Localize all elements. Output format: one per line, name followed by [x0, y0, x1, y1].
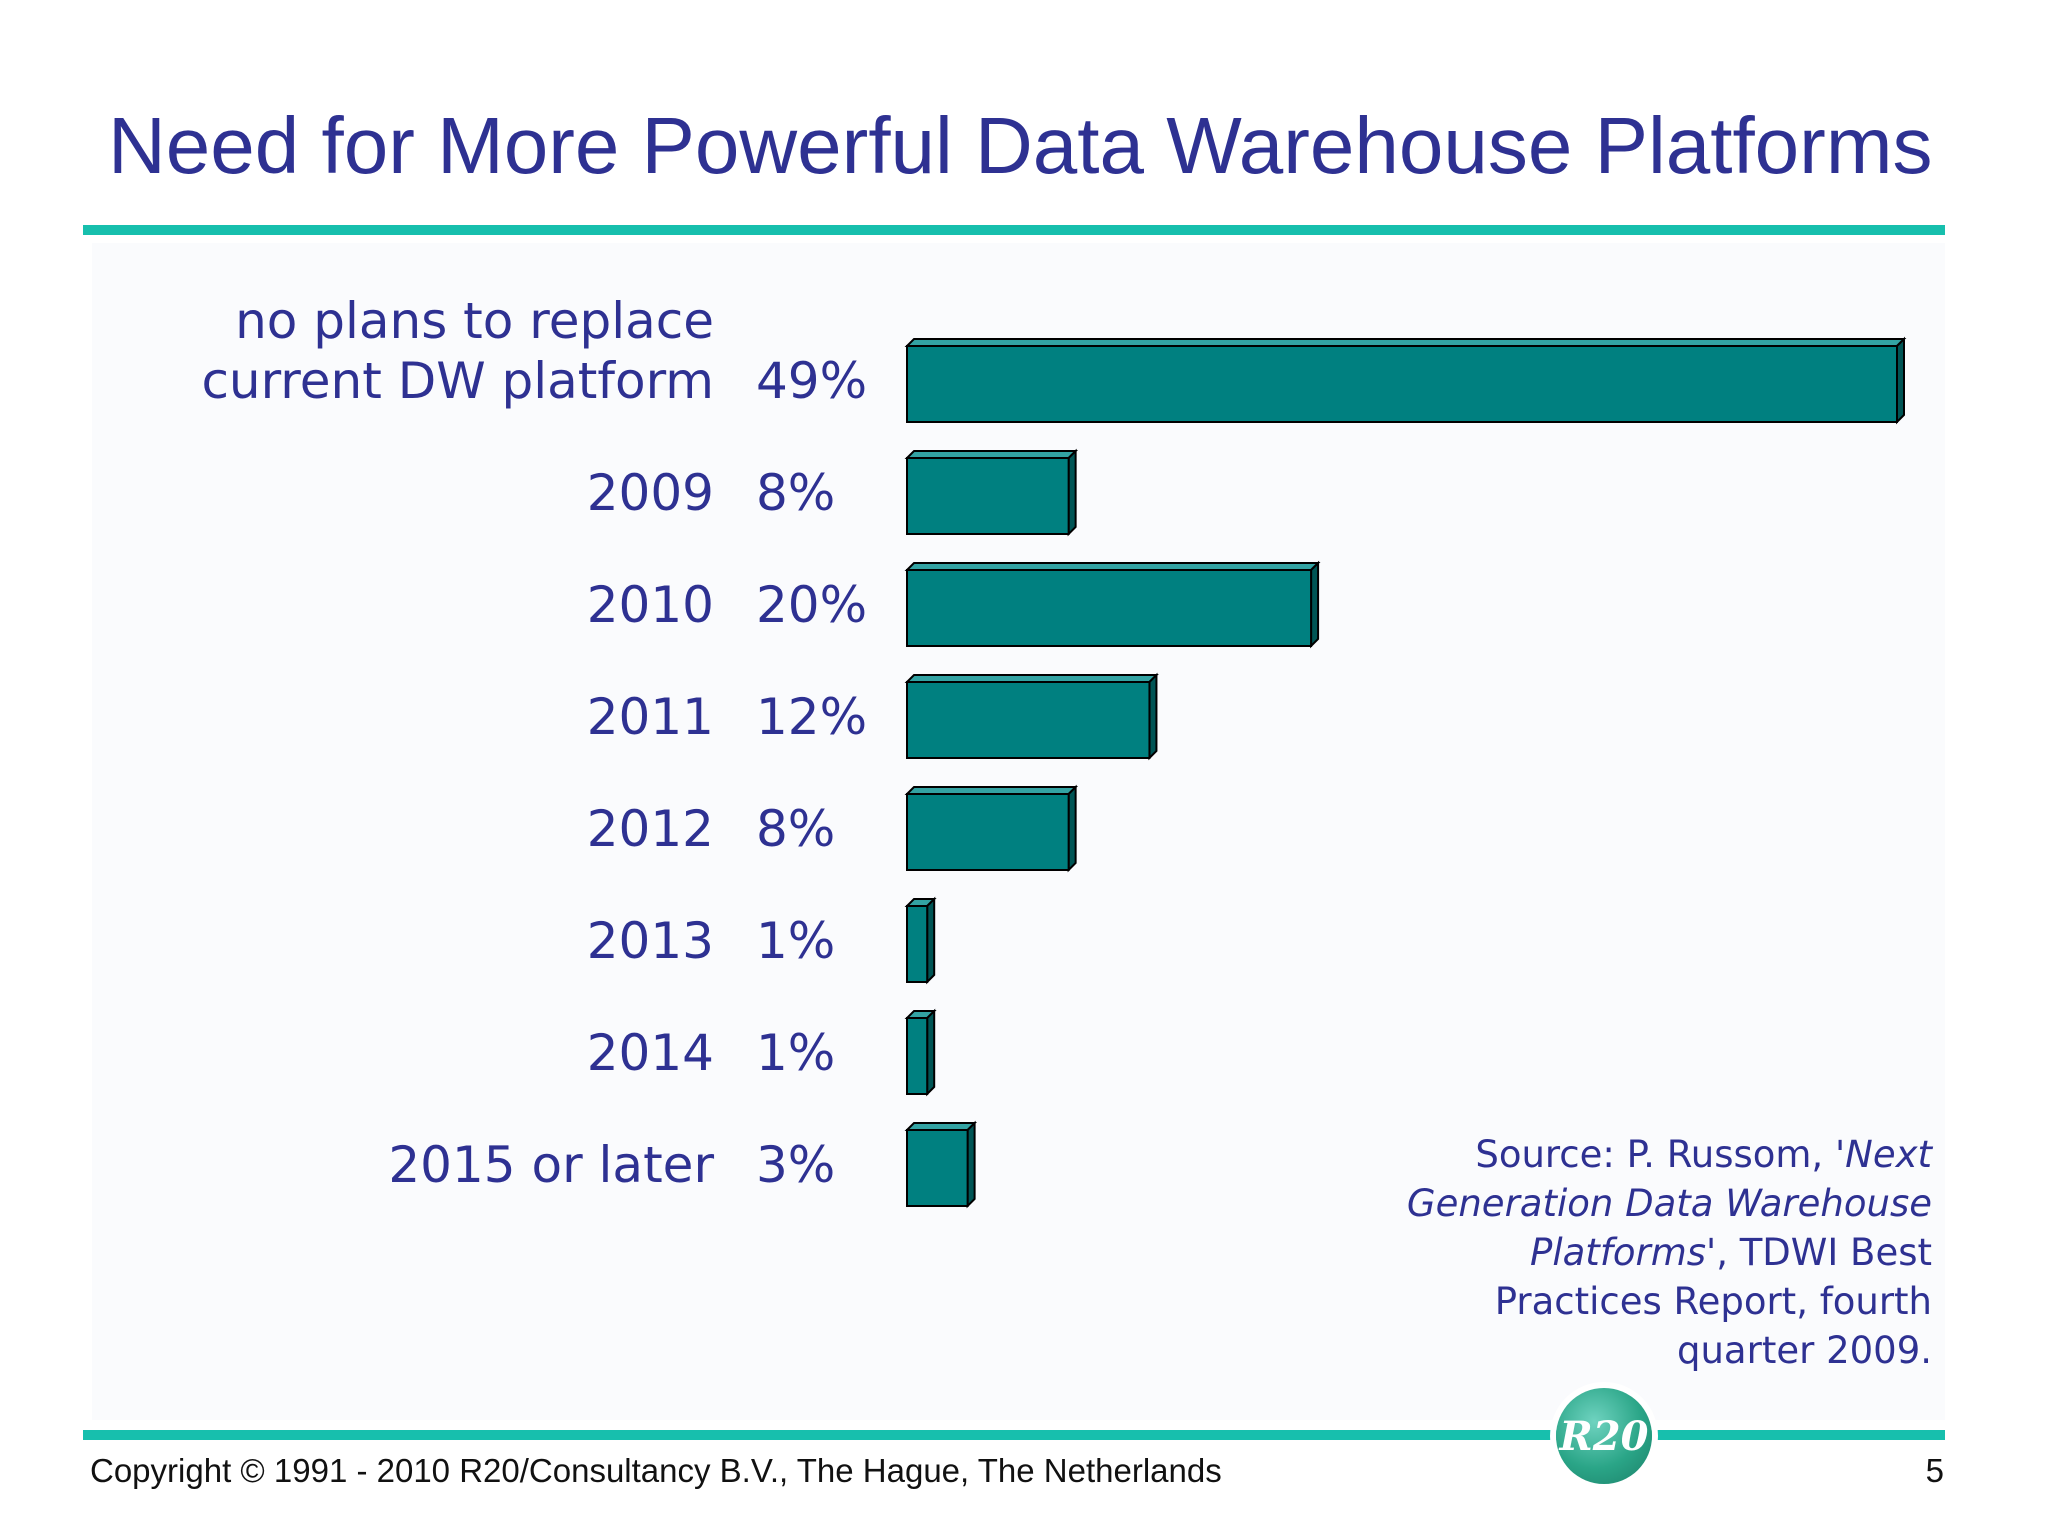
- r20-logo: R20: [1556, 1388, 1652, 1484]
- slide-title: Need for More Powerful Data Warehouse Pl…: [108, 101, 1933, 190]
- bar-side-face: [1067, 784, 1077, 873]
- category-label-2: 2010: [587, 576, 714, 634]
- bar-top-face: [904, 1122, 978, 1131]
- category-label-line: 2013: [587, 912, 714, 970]
- source-note: Source: P. Russom, 'Next Generation Data…: [1372, 1130, 1932, 1375]
- value-label-4: 8%: [756, 800, 835, 858]
- source-note-prefix: Source: P. Russom,: [1475, 1133, 1835, 1176]
- category-label-7: 2015 or later: [388, 1136, 714, 1194]
- category-label-line: 2015 or later: [388, 1136, 714, 1194]
- bar-side-face: [966, 1120, 976, 1209]
- category-label-line: 2012: [587, 800, 714, 858]
- bar-top-face: [904, 450, 1079, 459]
- bar-top-face: [904, 786, 1079, 795]
- footer-divider: [83, 1430, 1945, 1440]
- bar-side-face: [926, 896, 936, 985]
- value-label-5: 1%: [756, 912, 835, 970]
- bar-side-face: [1896, 336, 1905, 425]
- value-label-2: 20%: [756, 576, 867, 634]
- category-label-3: 2011: [587, 688, 714, 746]
- category-label-line: no plans to replace: [235, 292, 714, 350]
- bar-front-face: [906, 457, 1070, 535]
- bar-side-face: [926, 1008, 936, 1097]
- source-note-title: 'Next Generation Data Warehouse Platform…: [1406, 1133, 1932, 1274]
- bar-4: [904, 784, 1079, 873]
- bar-front-face: [906, 1129, 969, 1207]
- bar-front-face: [906, 1017, 929, 1095]
- bar-0: [904, 336, 1907, 425]
- bar-side-face: [1148, 672, 1158, 761]
- bar-front-face: [906, 905, 929, 983]
- value-label-0: 49%: [756, 352, 867, 410]
- value-label-1: 8%: [756, 464, 835, 522]
- category-label-5: 2013: [587, 912, 714, 970]
- category-label-1: 2009: [587, 464, 714, 522]
- bar-front-face: [906, 345, 1898, 423]
- bar-side-face: [1310, 560, 1320, 649]
- category-label-line: 2010: [587, 576, 714, 634]
- logo-text: R20: [1559, 1412, 1649, 1460]
- category-label-line: 2009: [587, 464, 714, 522]
- title-divider: [83, 225, 1945, 235]
- bar-front-face: [906, 793, 1070, 871]
- chart-panel: no plans to replace current DW platform 49…: [92, 243, 1945, 1420]
- bar-chart: no plans to replace current DW platform 49…: [201, 292, 1907, 1209]
- source-note-suffix: , TDWI Best Practices Report, fourth qua…: [1494, 1231, 1932, 1372]
- bar-5: [904, 896, 937, 985]
- value-label-3: 12%: [756, 688, 867, 746]
- bar-top-face: [904, 674, 1159, 683]
- bar-top-face: [904, 562, 1321, 571]
- category-label-6: 2014: [587, 1024, 714, 1082]
- category-label-line: 2011: [587, 688, 714, 746]
- category-label-4: 2012: [587, 800, 714, 858]
- category-label-0: no plans to replace current DW platform: [201, 292, 714, 410]
- bar-2: [904, 560, 1321, 649]
- bar-3: [904, 672, 1159, 761]
- bar-front-face: [906, 569, 1313, 647]
- bar-7: [904, 1120, 978, 1209]
- bar-front-face: [906, 681, 1151, 759]
- bar-side-face: [1067, 448, 1077, 537]
- page-number: 5: [1925, 1452, 1944, 1489]
- value-label-6: 1%: [756, 1024, 835, 1082]
- footer-copyright: Copyright © 1991 - 2010 R20/Consultancy …: [90, 1452, 1222, 1489]
- bar-6: [904, 1008, 937, 1097]
- category-label-line: current DW platform: [201, 352, 714, 410]
- bar-top-face: [904, 338, 1907, 347]
- category-label-line: 2014: [587, 1024, 714, 1082]
- value-label-7: 3%: [756, 1136, 835, 1194]
- bar-1: [904, 448, 1079, 537]
